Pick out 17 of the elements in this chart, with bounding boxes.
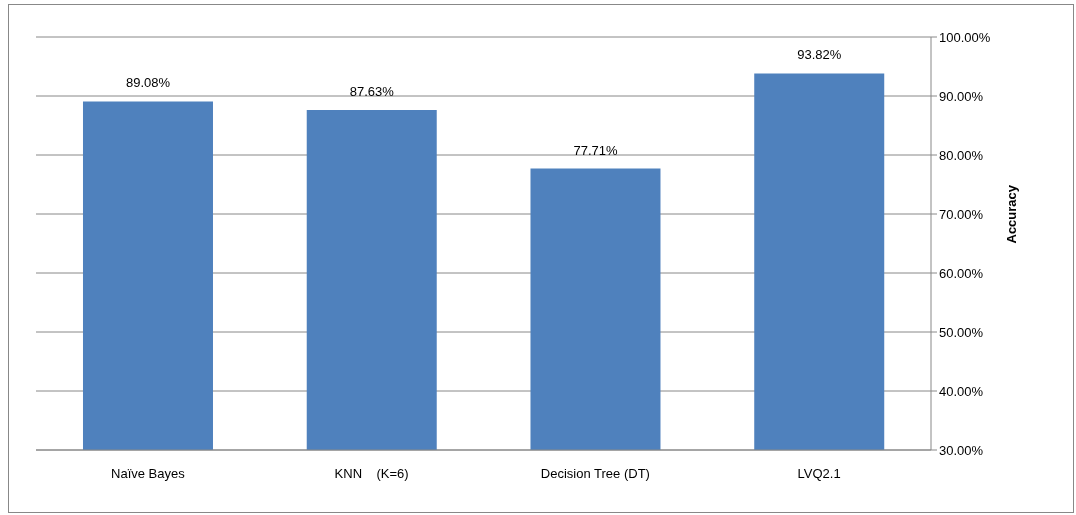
y-tick-label: 100.00% bbox=[939, 29, 991, 45]
data-label: 77.71% bbox=[573, 142, 618, 158]
y-tick-label: 70.00% bbox=[939, 206, 984, 222]
y-tick-label: 80.00% bbox=[939, 147, 984, 163]
y-tick-label: 40.00% bbox=[939, 383, 984, 399]
y-tick-label: 50.00% bbox=[939, 324, 984, 340]
y-tick-label: 30.00% bbox=[939, 442, 984, 458]
x-tick-label: LVQ2.1 bbox=[797, 466, 841, 481]
data-label: 87.63% bbox=[349, 83, 395, 99]
x-tick-label: Naïve Bayes bbox=[111, 466, 186, 481]
y-tick-label: 60.00% bbox=[939, 265, 984, 281]
data-label: 93.82% bbox=[797, 47, 842, 63]
x-tick-label: Decision Tree (DT) bbox=[540, 466, 650, 481]
y-tick-label: 90.00% bbox=[939, 88, 984, 104]
x-tick-label: KNN (K=6) bbox=[334, 466, 409, 481]
y-axis-title: Accuracy bbox=[1003, 184, 1019, 244]
data-label: 89.08% bbox=[125, 75, 171, 91]
